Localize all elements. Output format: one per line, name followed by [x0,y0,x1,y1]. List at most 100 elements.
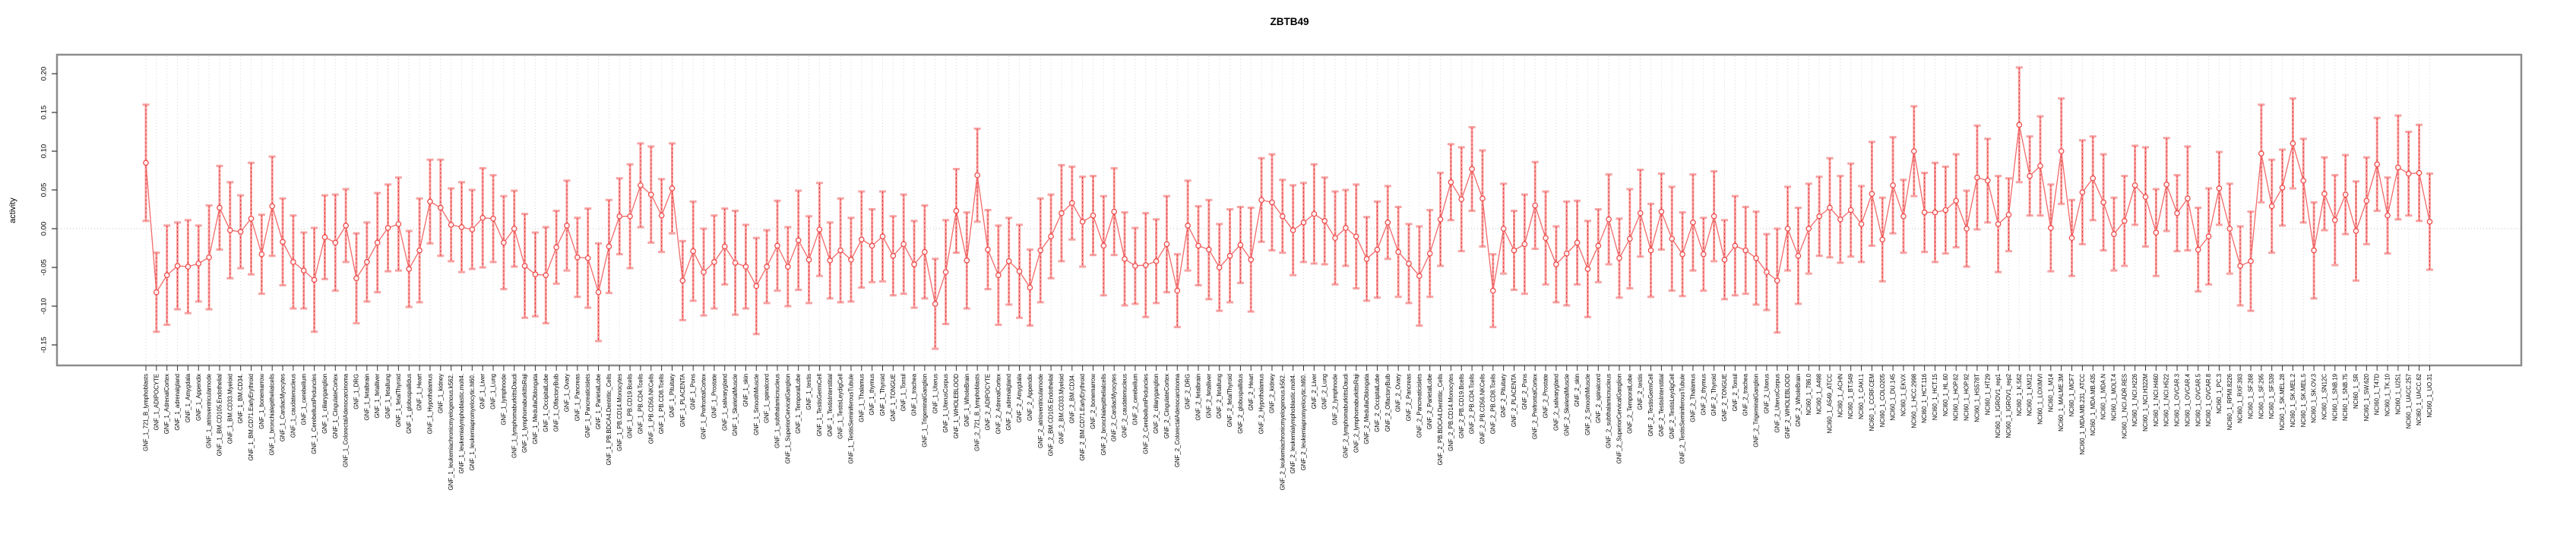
x-tick-label: NCI60_1_SNB.19 [2331,374,2338,421]
mean-marker [564,223,570,229]
mean-marker [816,226,823,232]
mean-marker [848,256,854,263]
mean-marker [353,275,359,282]
x-tick-label: NCI60_1_BT.549 [1847,374,1854,419]
mean-marker [1679,251,1685,258]
mean-marker [1437,216,1444,223]
mean-marker [1669,236,1676,242]
y-tick-label: 0.00 [40,222,49,236]
mean-marker [448,222,454,228]
x-axis-ticks [145,365,2430,371]
mean-marker [1100,242,1107,249]
x-tick-label: GNF_2_globuspallidus [1237,374,1244,434]
x-tick-label: NCI60_1_MDA.N [2100,374,2107,419]
mean-marker [1742,247,1749,254]
x-tick-label: GNF_2_Amygdala [1016,373,1023,422]
x-tick-label: GNF_2_spinalcord [1595,374,1602,423]
x-tick-label: GNF_2_721_B_lymphoblasts [974,374,981,451]
mean-marker [217,204,223,211]
x-tick-label: GNF_2_lymphomaburkittsDaudi [1342,374,1349,458]
mean-marker [647,191,654,198]
x-tick-label: GNF_2_Heart [1248,373,1255,410]
x-tick-label: GNF_1_WholeBrain [964,374,970,427]
x-tick-label: GNF_1_Lung [490,374,497,409]
x-tick-label: GNF_1_fetalliver [374,374,381,419]
mean-marker [226,227,233,233]
mean-marker [1132,263,1138,269]
x-tick-label: GNF_2_MedullaOblongata [1363,373,1370,444]
mean-marker [1027,284,1033,291]
x-tick-label: GNF_2_ADIPOCYTE [985,374,992,431]
y-axis-ticks [52,73,57,346]
mean-marker [995,272,1002,279]
x-tick-label: GNF_1_Liver [479,374,486,409]
x-tick-label: GNF_2_SkeletalMuscle [1563,374,1570,436]
mean-marker [2005,211,2012,218]
mean-marker [1426,250,1433,257]
mean-markers [143,122,2433,307]
mean-marker [900,241,907,248]
mean-marker [1343,225,1349,231]
mean-marker [1353,233,1359,240]
mean-marker [2311,247,2317,254]
mean-marker [1416,273,1422,280]
mean-marker [1764,269,1770,275]
mean-marker [1500,226,1507,232]
mean-marker [479,214,486,221]
mean-marker [1606,216,1612,223]
x-tick-label: NCI60_1_SF.295 [2258,373,2264,419]
mean-marker [1543,235,1549,242]
mean-marker [1469,166,1475,172]
x-tick-label: NCI60_1_NCI.ADR.RES [2121,374,2128,438]
x-tick-label: GNF_1_leukemialymphoblastic.molt4. [458,374,465,473]
x-tick-label: NCI60_1_SK.MEL.2 [2290,374,2296,427]
x-tick-label: GNF_1_DRG [353,374,360,409]
mean-marker [1553,261,1559,267]
mean-marker [721,243,728,250]
mean-marker [1921,209,1928,216]
mean-marker [143,160,149,166]
x-tick-label: GNF_1_Pituitary [669,374,676,418]
mean-marker [1300,220,1307,226]
x-tick-label: GNF_2_fetalThyroid [1226,374,1233,427]
x-tick-label: GNF_2_BM.CD105.Endothelial [1048,374,1055,457]
x-tick-label: NCI60_1_TK.10 [2385,373,2391,416]
x-tick-label: GNF_2_OccipitalLobe [1374,374,1381,432]
x-tick-label: GNF_2_ColorectalAdenocarcinoma [1174,373,1181,467]
mean-marker [1869,191,1875,197]
plot-frame [55,53,2523,367]
gridlines [145,56,2430,365]
x-tick-label: GNF_2_kidney [1268,374,1275,413]
mean-marker [1616,255,1622,261]
mean-marker [1827,204,1833,211]
mean-marker [827,258,834,264]
mean-marker [1079,219,1086,225]
x-tick-label: GNF_1_Appendix [195,374,202,421]
x-tick-label: GNF_2_Appendix [1027,374,1033,421]
mean-marker [2290,141,2296,147]
mean-marker [1174,287,1181,294]
x-tick-label: GNF_2_testis [1637,374,1644,410]
mean-marker [153,289,160,296]
x-tick-label: GNF_2_ciliaryganglion [1153,374,1160,434]
x-tick-label: GNF_1_AdrenalCortex [163,374,170,434]
mean-marker [2268,203,2275,210]
mean-marker [1795,252,1802,259]
x-tick-label: GNF_2_PrefrontalCortex [1532,374,1539,439]
x-tick-label: GNF_2_bonemarrow [1090,374,1097,429]
x-tick-label: GNF_2_adrenalgland [1005,374,1012,431]
mean-marker [248,215,255,222]
mean-marker [1511,247,1517,254]
mean-marker [1595,242,1602,249]
mean-marker [490,215,496,222]
x-tick-label: GNF_1_Heart [416,373,423,410]
mean-marker [2100,199,2106,206]
x-tick-label: GNF_2_ParietalLobe [1426,374,1433,429]
mean-marker [638,182,644,188]
x-tick-label: NCI60_1_OVCAR.5 [2195,373,2201,426]
x-tick-label: GNF_2_fetalliver [1205,374,1212,419]
mean-marker [300,267,307,274]
x-tick-label: GNF_2_Uterus [1763,374,1770,414]
